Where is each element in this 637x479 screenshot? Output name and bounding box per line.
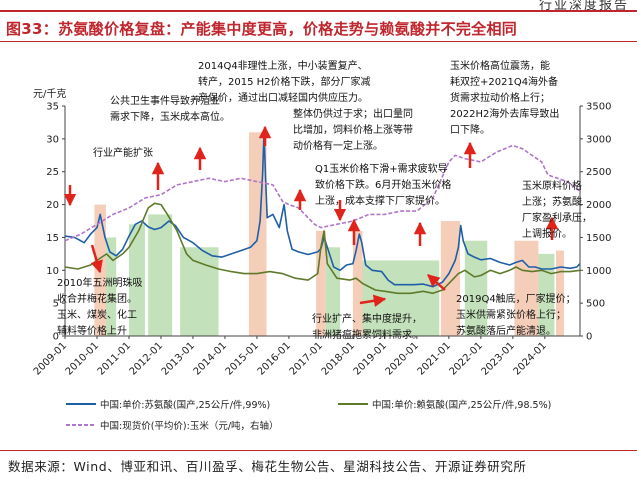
x-tick-label: 2017-01 (288, 340, 325, 377)
trend-arrow (427, 274, 446, 291)
y2-tick-label: 1000 (586, 266, 611, 277)
annotation-5-line: 上涨，成本支撑下厂家提价。 (315, 194, 445, 207)
annotation-2-line: 公共卫生事件导致养殖业 (110, 94, 220, 107)
y2-tick-label: 2500 (586, 167, 611, 178)
shaded-period-fall (148, 214, 173, 336)
annotation-10-line: 苏氨酸落后产能清退。 (456, 324, 556, 337)
legend-lysine-label: 中国:单价:赖氨酸(国产,25公斤/件,98.5%) (372, 399, 551, 411)
shaded-period-rise (316, 230, 326, 336)
shaded-period-rise (440, 221, 461, 336)
annotation-8-line: 玉米、煤炭、化工 (57, 308, 137, 321)
x-tick-label: 2016-01 (256, 340, 293, 377)
x-tick-label: 2019-01 (352, 340, 389, 377)
price-chart: 0 5 10 15 20 25 30 35 0 500 1000 1500 2000 2500 3000 35… (32, 59, 612, 432)
x-tick-label: 2012-01 (128, 340, 165, 377)
shaded-period-fall (105, 237, 117, 336)
annotation-1-line: 转产，2015 H2价格下跌，部分厂家减 (198, 75, 371, 88)
y-tick-label: 10 (46, 266, 59, 277)
annotation-1-line: 2014Q4非理性上涨，中小装置复产、 (198, 59, 368, 72)
title-rule (0, 41, 637, 42)
annotation-1-line: 产保价，通过出口减轻国内供应压力。 (198, 91, 368, 104)
corn-price-line (64, 144, 581, 242)
annotation-4-line: 比增加，饲料价格上涨等带 (293, 123, 413, 136)
y2-tick-label: 2000 (586, 200, 611, 211)
annotation-5-line: 致价格下跌。6月开始玉米价格 (315, 178, 451, 191)
shaded-period-fall (464, 240, 488, 336)
annotation-6-line: 货需求拉动价格上行； (450, 91, 550, 104)
shaded-period-fall (128, 224, 145, 336)
y-tick-label: 15 (46, 233, 59, 244)
annotation-10-line: 玉米供需紧张价格上行； (456, 308, 566, 321)
data-source: 数据来源：Wind、博亚和讯、百川盈孚、梅花生物公告、星湖科技公告、开源证券研究… (8, 459, 527, 474)
shaded-period-fall (325, 247, 341, 336)
x-tick-label: 2020-01 (384, 340, 421, 377)
annotation-8-line: 2010年五洲明珠吸 (57, 276, 142, 289)
x-tick-label: 2024-01 (512, 340, 549, 377)
shaded-period-fall (538, 253, 555, 336)
annotation-4-line: 整体仍供过于求；出口量同 (293, 107, 413, 120)
trend-arrow (359, 294, 387, 307)
annotation-7-line: 厂家盈利承压， (522, 211, 592, 224)
annotation-10-line: 2019Q4触底，厂家提价； (456, 292, 576, 305)
y-tick-label: 5 (53, 299, 59, 310)
y-tick-label: 25 (46, 167, 59, 178)
annotation-9-line: 行业扩产、集中度提升， (312, 312, 422, 325)
y-axis-label: 元/千克 (33, 88, 66, 100)
x-tick-label: 2009-01 (32, 340, 69, 377)
x-tick-label: 2015-01 (224, 340, 261, 377)
source-rule (0, 450, 637, 451)
annotation-6-line: 口下降。 (450, 123, 490, 136)
x-tick-label: 2013-01 (160, 340, 197, 377)
x-tick-label: 2021-01 (416, 340, 453, 377)
shaded-period-rise (352, 230, 363, 336)
x-tick-label: 2018-01 (320, 340, 357, 377)
y2-tick-label: 0 (586, 332, 592, 343)
y2-tick-label: 3000 (586, 134, 611, 145)
legend-corn-label: 中国:现货价(平均价):玉米（元/吨，右轴） (100, 420, 279, 432)
y-tick-label: 30 (46, 134, 59, 145)
annotation-5-line: Q1玉米价格下滑+需求疲软导 (315, 162, 448, 175)
y2-tick-label: 500 (586, 299, 605, 310)
lysine-price-line (64, 202, 581, 295)
shaded-period-rise (514, 240, 539, 336)
shaded-period-fall (180, 247, 219, 336)
x-tick-label: 2011-01 (96, 340, 133, 377)
trend-arrow (90, 244, 103, 274)
legend-threonine-label: 中国:单价:苏氨酸(国产,25公斤/件,99%) (100, 399, 270, 411)
annotation-8-line: 收合并梅花集团。 (57, 292, 137, 305)
y-tick-label: 0 (53, 332, 59, 343)
annotation-6-line: 2022H2海外去库导致出 (450, 107, 559, 120)
y2-tick-label: 3500 (586, 102, 611, 113)
x-tick-label: 2014-01 (192, 340, 229, 377)
report-header: 行业深度报告 (538, 0, 629, 13)
x-tick-label: 2022-01 (448, 340, 485, 377)
annotation-7-line: 玉米原料价格 (522, 179, 582, 192)
annotation-6-line: 耗双控+2021Q4海外备 (450, 75, 558, 88)
x-tick-label: 2023-01 (480, 340, 517, 377)
header-rule (0, 10, 637, 12)
figure-title: 图33：苏氨酸价格复盘：产能集中度更高，价格走势与赖氨酸并不完全相同 (6, 20, 518, 38)
y-tick-label: 20 (46, 200, 59, 211)
annotation-7-line: 上调报价。 (522, 227, 572, 240)
annotation-9-line: 非洲猪瘟拖累饲料需求。 (312, 328, 422, 341)
annotation-3-line: 行业产能扩张 (93, 146, 153, 159)
annotation-6-line: 玉米价格高位震荡，能 (450, 59, 550, 72)
annotation-7-line: 上涨；苏氨酸 (522, 195, 582, 208)
annotation-4-line: 动价格有一定上涨。 (293, 139, 383, 152)
annotation-2-line: 需求下降，玉米成本高位。 (110, 110, 230, 123)
annotation-8-line: 辅料等价格上升 (57, 324, 127, 337)
shaded-period-rise (556, 250, 565, 336)
y2-tick-label: 1500 (586, 233, 611, 244)
x-tick-label: 2010-01 (64, 340, 101, 377)
y-tick-label: 35 (46, 102, 59, 113)
